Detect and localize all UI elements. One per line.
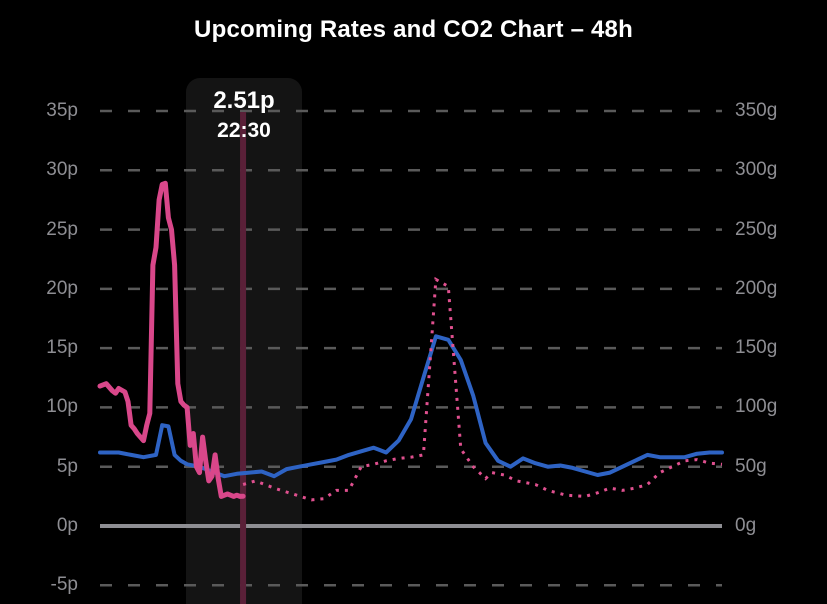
left-tick-label: 35p bbox=[46, 100, 78, 121]
co2-line bbox=[98, 334, 724, 479]
left-tick-label: 20p bbox=[46, 277, 78, 299]
left-tick-label: 5p bbox=[56, 455, 78, 477]
right-tick-label: 350g bbox=[735, 100, 778, 121]
left-tick-label: 0p bbox=[56, 515, 78, 536]
left-tick-label: 30p bbox=[46, 159, 78, 181]
tooltip-time: 22:30 bbox=[217, 119, 271, 142]
right-tick-label: 100g bbox=[735, 396, 778, 418]
grid-lines bbox=[100, 109, 722, 587]
left-tick-label: 10p bbox=[46, 396, 78, 418]
tooltip-value: 2.51p bbox=[213, 87, 275, 114]
left-tick-label: 15p bbox=[46, 337, 78, 359]
right-tick-label: 150g bbox=[735, 337, 778, 359]
rate-actual-line bbox=[97, 180, 246, 499]
right-tick-label: 300g bbox=[735, 159, 778, 181]
chart-title: Upcoming Rates and CO2 Chart – 48h bbox=[194, 16, 633, 43]
right-tick-label: 50g bbox=[735, 455, 767, 477]
left-tick-label: -5p bbox=[50, 574, 78, 596]
left-tick-label: 25p bbox=[46, 218, 78, 240]
rate-forecast-line bbox=[242, 276, 723, 502]
right-tick-label: 250g bbox=[735, 218, 778, 240]
right-tick-label: 200g bbox=[735, 277, 778, 299]
right-tick-label: 0g bbox=[735, 515, 757, 536]
